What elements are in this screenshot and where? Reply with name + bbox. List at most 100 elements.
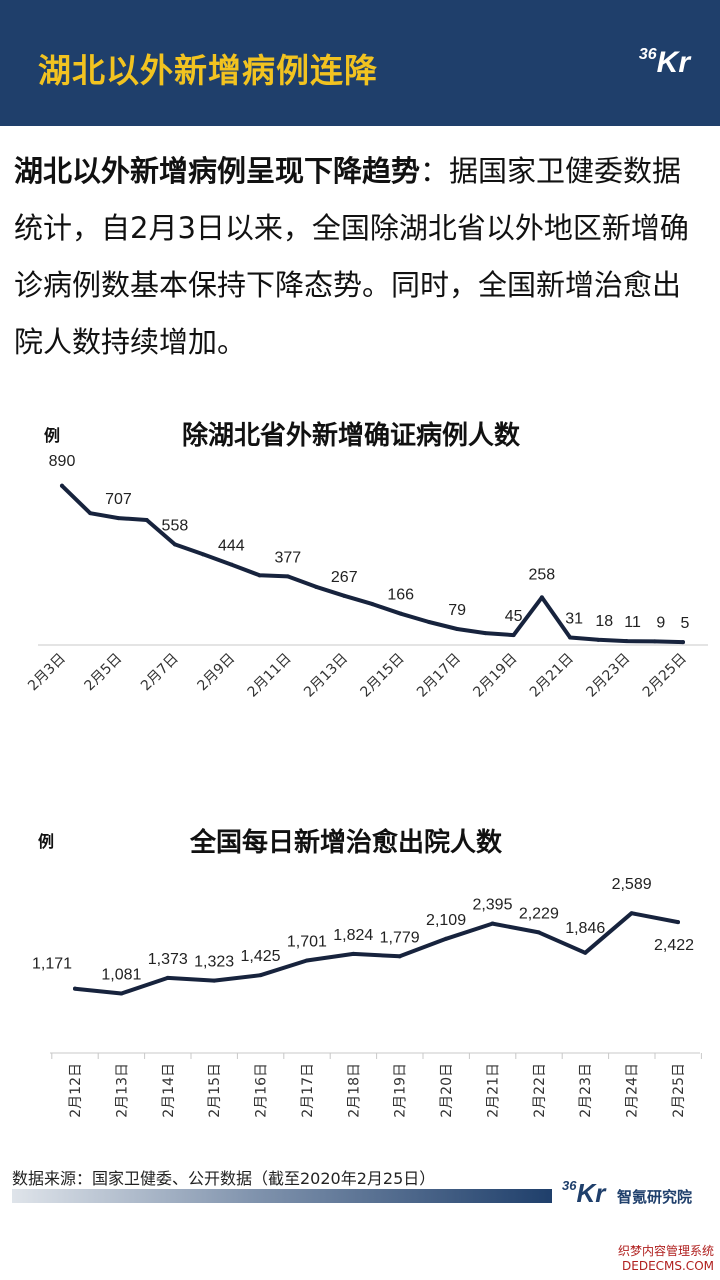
data-label: 5 [681,615,690,632]
data-point [342,593,347,598]
chart2-unit-label: 例 [38,832,55,851]
x-tick-label: 2月17日 [300,1063,316,1118]
data-point [116,516,121,521]
data-point [88,511,93,516]
watermark-line1: 织梦内容管理系统 [617,1244,714,1258]
data-point [676,920,680,925]
data-label: 1,323 [194,954,234,971]
data-point [426,619,431,624]
data-label: 1,425 [241,948,281,965]
data-label: 558 [162,517,189,534]
data-point [568,635,573,640]
x-tick-label: 2月11日 [245,651,295,701]
data-label: 1,373 [148,951,188,968]
x-tick-label: 2月18日 [346,1063,362,1118]
data-label: 258 [529,566,556,583]
data-point [624,639,629,644]
data-point [314,584,319,589]
data-point [629,911,634,916]
brand-logo: 36Kr [639,46,690,80]
x-tick-label: 2月3日 [25,651,69,695]
data-point [144,518,149,523]
data-point [172,542,177,547]
data-label: 1,081 [101,966,141,983]
data-label: 9 [656,614,665,631]
x-tick-label: 2月21日 [485,1063,501,1118]
data-label: 2,422 [654,937,694,954]
data-point [165,975,170,980]
intro-body: ：据国家卫健委数据统计，自2月3日以来，全国除湖北省以外地区新增确诊病例数基本保… [14,154,689,359]
x-tick-label: 2月13日 [301,651,351,701]
data-label: 45 [505,608,523,625]
data-point [596,637,601,642]
logo-number: 36 [638,46,657,63]
data-point [483,631,488,636]
data-label: 890 [49,453,76,470]
data-label: 2,395 [472,897,512,914]
x-tick-label: 2月22日 [532,1063,548,1118]
data-point [652,639,657,644]
chart2-svg: 1,171 1,081 1,373 1,323 1,425 1,701 1,824 1,779… [32,876,702,1118]
x-tick-label: 2月15日 [207,1063,223,1118]
data-label: 1,824 [333,927,373,944]
data-point [397,954,402,959]
data-point [73,986,77,991]
x-tick-label: 2月5日 [82,651,126,695]
data-point [490,921,495,926]
intro-paragraph: 湖北以外新增病例呈现下降趋势：据国家卫健委数据统计，自2月3日以来，全国除湖北省… [14,143,704,371]
x-tick-label: 2月23日 [583,651,633,701]
data-label: 377 [274,549,301,566]
data-point [351,951,356,956]
series-line [73,911,680,996]
data-label: 2,109 [426,912,466,929]
data-point [304,958,309,963]
intro-lead: 湖北以外新增病例呈现下降趋势 [14,154,421,188]
x-tick-label: 2月16日 [254,1063,270,1118]
data-label: 444 [218,538,245,555]
data-label: 79 [448,602,466,619]
data-label: 166 [387,587,414,604]
data-point [201,552,206,557]
data-label: 1,846 [565,920,605,937]
header-banner: 湖北以外新增病例连降 36Kr [0,0,720,126]
chart2-title: 全国每日新增治愈出院人数 [190,828,503,858]
data-point [536,930,541,935]
data-label: 18 [595,613,613,630]
chart1-svg: 890 707 558 444 377 267 166 79 45 258 31 18 11 9 5 2月3日… [25,453,708,701]
data-point [539,595,544,600]
data-point [398,611,403,616]
chart1-unit-label: 例 [44,426,61,445]
data-label: 31 [565,611,583,628]
data-point [370,602,375,607]
x-tick-label: 2月14日 [161,1063,177,1118]
footer-logo-number: 36 [562,1178,577,1193]
data-source-note: 数据来源：国家卫健委、公开数据（截至2020年2月25日） [12,1169,436,1188]
data-point [455,627,460,632]
data-point [681,640,685,645]
x-tick-label: 2月17日 [414,651,464,701]
data-label: 1,171 [32,956,72,973]
data-point [212,978,217,983]
watermark: 织梦内容管理系统 DEDECMS.COM [618,1244,714,1274]
footer-logo: 36Kr [562,1178,605,1209]
data-label: 11 [624,614,641,631]
x-tick-label: 2月9日 [194,651,238,695]
x-tick-label: 2月19日 [470,651,520,701]
data-point [229,562,234,567]
watermark-line2: DEDECMS.COM [622,1259,714,1273]
chart1-title: 除湖北省外新增确证病例人数 [182,421,521,451]
page-title: 湖北以外新增病例连降 [38,51,378,90]
data-point [60,483,64,488]
series-line [60,483,685,645]
x-tick-label: 2月25日 [671,1063,687,1118]
x-tick-label: 2月12日 [68,1063,84,1118]
x-tick-label: 2月24日 [625,1063,641,1118]
x-tick-label: 2月25日 [640,651,690,701]
data-point [444,936,449,941]
data-label: 267 [331,569,358,586]
x-tick-label: 2月20日 [439,1063,455,1118]
x-tick-label: 2月7日 [138,651,182,695]
footer-logo-letters: Kr [576,1178,606,1208]
data-point [258,973,263,978]
data-label: 1,779 [380,929,420,946]
